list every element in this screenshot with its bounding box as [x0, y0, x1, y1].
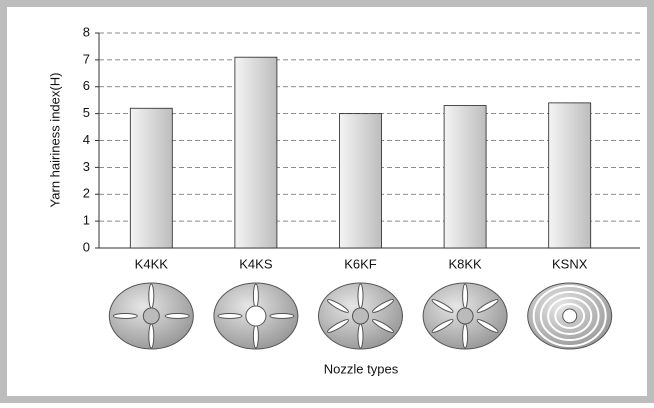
y-tick-label: 4: [83, 132, 90, 147]
y-tick-label: 5: [83, 105, 90, 120]
nozzle-slot: [476, 299, 499, 313]
y-tick-label: 7: [83, 51, 90, 66]
y-tick-label: 6: [83, 78, 90, 93]
nozzle-slot: [357, 283, 364, 309]
nozzle-slot: [357, 323, 364, 349]
y-axis-label: Yarn hairiness index(H): [47, 73, 62, 208]
nozzle-ring: [532, 285, 607, 347]
nozzle-icon: [527, 282, 613, 350]
y-tick-label: 1: [83, 213, 90, 228]
nozzle-slot: [462, 323, 469, 349]
nozzle-slot: [372, 319, 394, 333]
nozzle-icon: [108, 282, 194, 350]
x-tick-label: K6KF: [344, 256, 377, 271]
nozzle-slot: [252, 283, 259, 309]
nozzle-center: [142, 307, 160, 325]
nozzle-center: [245, 305, 267, 327]
nozzle-slot: [148, 283, 155, 309]
y-tick-label: 8: [83, 24, 90, 39]
y-tick-label: 3: [83, 159, 90, 174]
nozzle-ring: [539, 291, 600, 341]
bar: [339, 113, 382, 249]
nozzle-slot: [431, 299, 454, 313]
nozzle-center: [562, 308, 578, 324]
x-tick-label: KSNX: [552, 256, 588, 271]
bar: [129, 107, 173, 249]
nozzle-ring: [547, 297, 593, 335]
nozzle-slot: [431, 319, 454, 333]
nozzle-center: [456, 307, 474, 325]
x-tick-label: K8KK: [448, 256, 482, 271]
nozzle-slot: [327, 299, 349, 313]
nozzle-icon: [422, 282, 508, 350]
bar: [548, 102, 592, 249]
nozzle-slot: [164, 313, 190, 319]
nozzle-ring: [554, 303, 586, 329]
nozzle-icon: [213, 282, 299, 350]
nozzle-center: [352, 307, 369, 325]
nozzle-slot: [372, 299, 394, 313]
nozzle-slot: [217, 313, 243, 319]
nozzle-slot: [476, 319, 499, 333]
bar: [234, 56, 278, 249]
nozzle-slot: [269, 313, 295, 319]
nozzle-icon: [318, 282, 403, 350]
nozzle-slot: [112, 313, 138, 319]
y-tick-label: 2: [83, 186, 90, 201]
nozzle-slot: [327, 319, 349, 333]
bar: [443, 105, 487, 249]
x-tick-label: K4KK: [135, 256, 169, 271]
nozzle-slot: [252, 323, 259, 349]
nozzle-slot: [148, 323, 155, 349]
x-axis-label: Nozzle types: [324, 361, 399, 376]
y-tick-label: 0: [83, 239, 90, 254]
nozzle-slot: [462, 283, 469, 309]
x-tick-label: K4KS: [239, 256, 273, 271]
